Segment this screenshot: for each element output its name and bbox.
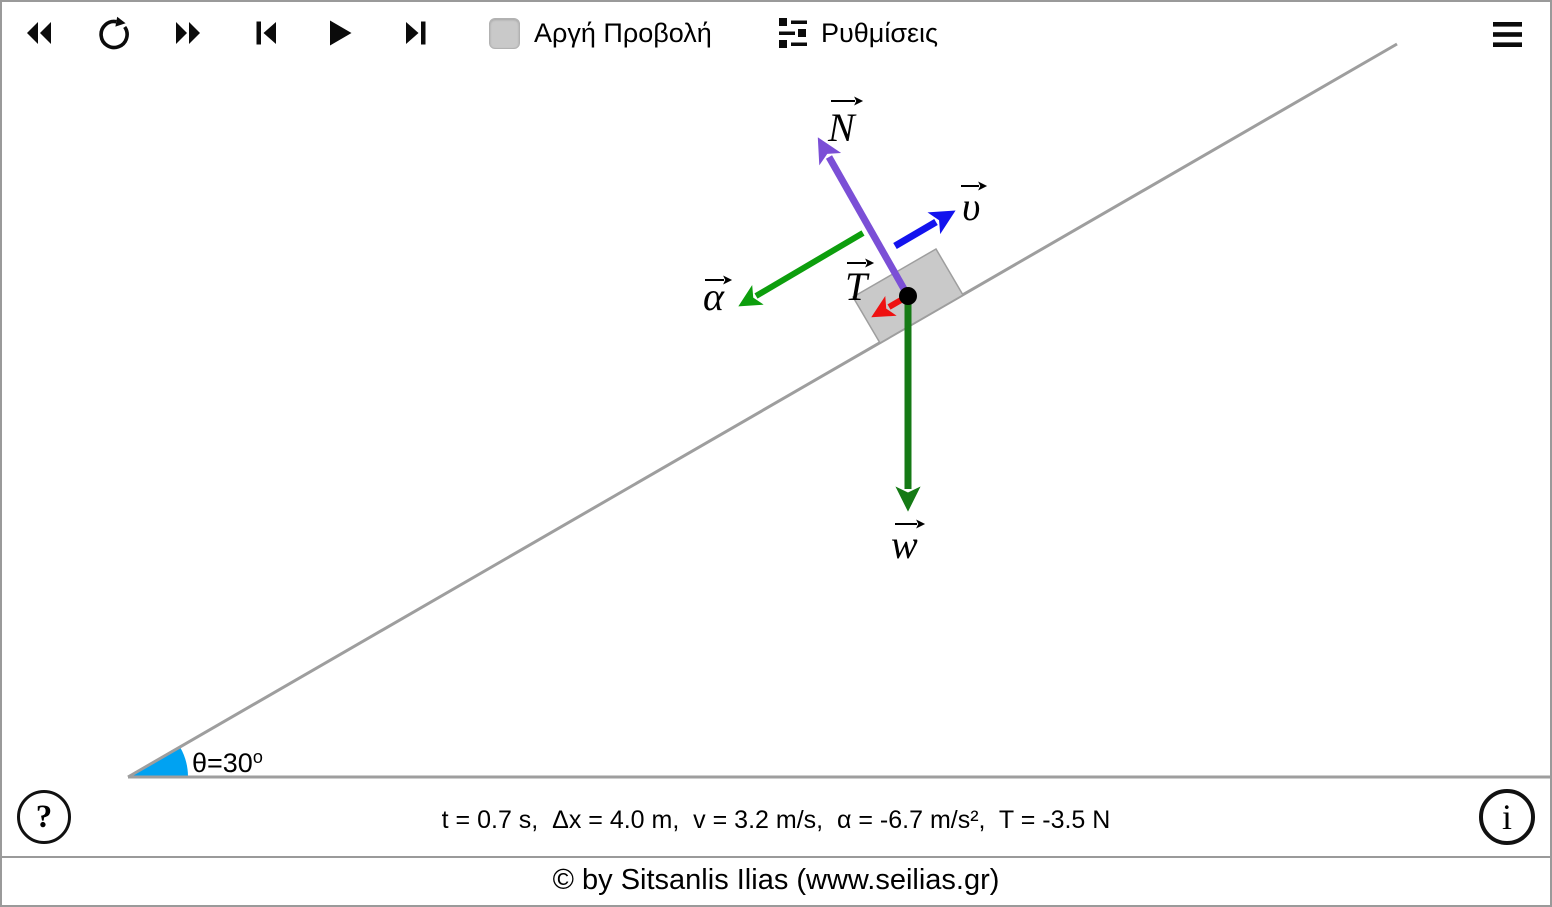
- slow-view-checkbox[interactable]: [489, 17, 520, 49]
- settings-button[interactable]: Ρυθμίσεις: [779, 11, 938, 55]
- play-button[interactable]: [318, 11, 362, 55]
- acceleration-label: α: [703, 274, 733, 319]
- step-forward-button[interactable]: [393, 11, 437, 55]
- normal-force-label: N: [827, 96, 864, 150]
- rewind-icon: [27, 22, 51, 44]
- weight-label: w: [891, 519, 926, 567]
- hamburger-icon: [1492, 21, 1522, 47]
- normal-force-vector: [817, 137, 912, 298]
- rewind-button[interactable]: [17, 11, 61, 55]
- mass-point[interactable]: [899, 287, 917, 305]
- svg-text:N: N: [827, 105, 857, 150]
- reset-button[interactable]: [92, 11, 136, 55]
- help-label: ?: [35, 798, 53, 835]
- svg-text:α: α: [703, 274, 725, 319]
- velocity-vector: [893, 210, 956, 250]
- simulation-readout: t = 0.7 s, Δx = 4.0 m, v = 3.2 m/s, α = …: [441, 806, 1111, 834]
- tension-label: T: [845, 258, 875, 309]
- fast-forward-button[interactable]: [166, 11, 210, 55]
- settings-label: Ρυθμίσεις: [821, 17, 939, 48]
- step-forward-icon: [405, 21, 425, 45]
- menu-button[interactable]: [1485, 12, 1529, 56]
- copyright-footer: © by Sitsanlis Ilias (www.seilias.gr): [0, 856, 1552, 905]
- angle-label: θ=30o: [192, 747, 263, 778]
- help-button[interactable]: ?: [17, 790, 71, 844]
- incline-line: [127, 42, 1398, 779]
- reset-icon: [99, 16, 129, 50]
- svg-text:T: T: [845, 264, 870, 309]
- slow-view-control[interactable]: Αργή Προβολή: [489, 11, 712, 55]
- step-to-start-button[interactable]: [244, 11, 288, 55]
- settings-icon: [779, 18, 807, 48]
- fast-forward-icon: [176, 22, 200, 44]
- slow-view-label: Αργή Προβολή: [534, 17, 712, 48]
- acceleration-vector: [738, 230, 865, 307]
- info-button[interactable]: i: [1479, 789, 1535, 845]
- svg-text:w: w: [891, 522, 918, 567]
- svg-text:υ: υ: [962, 184, 980, 229]
- step-to-start-icon: [256, 21, 276, 45]
- velocity-label: υ: [961, 181, 988, 229]
- play-icon: [330, 20, 352, 46]
- info-label: i: [1501, 797, 1512, 837]
